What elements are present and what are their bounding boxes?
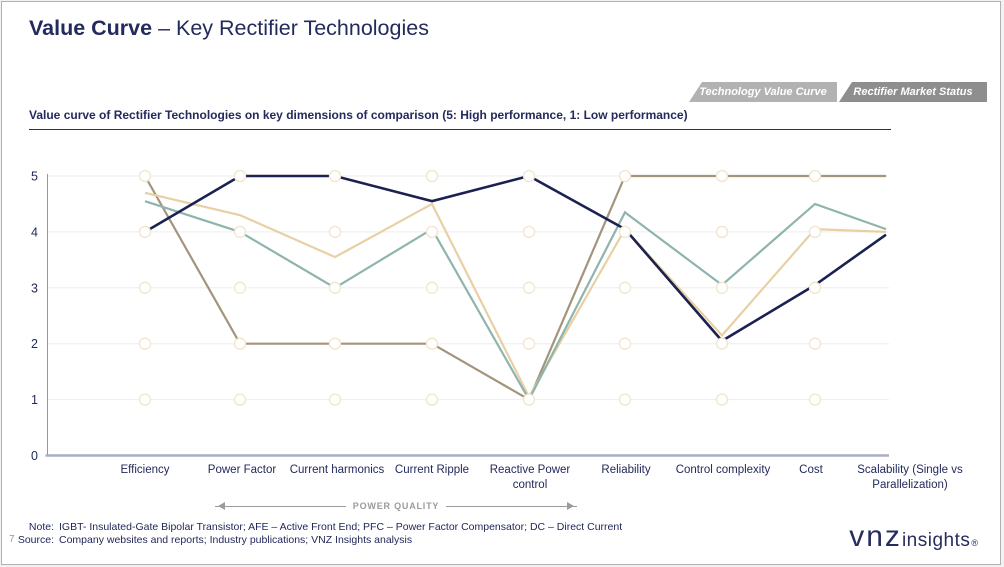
source-label: Source: <box>17 534 54 546</box>
vnz-insights-logo: vnz insights ® <box>849 522 978 552</box>
grid-marker-circle <box>618 169 632 183</box>
grid-marker-circle <box>808 281 822 294</box>
grid-marker-circle <box>715 225 729 239</box>
grid-marker-circle <box>522 337 536 350</box>
page-title: Value Curve – Key Rectifier Technologies <box>29 16 429 41</box>
grid-marker-circle <box>425 393 439 406</box>
page-title-bold: Value Curve <box>29 16 153 40</box>
grid-marker-circle <box>233 337 247 350</box>
category-label: Efficiency <box>120 464 170 476</box>
grid-marker-circle <box>522 393 536 406</box>
grid-marker-circle <box>425 281 439 294</box>
power-quality-label: POWER QUALITY <box>352 501 440 511</box>
grid-marker-circle <box>233 169 247 183</box>
grid-marker-circle <box>138 281 152 294</box>
note-text: IGBT- Insulated-Gate Bipolar Transistor;… <box>59 521 623 533</box>
grid-marker-circle <box>618 281 632 294</box>
category-label: Current harmonics <box>289 464 385 476</box>
grid-marker-circle <box>618 393 632 406</box>
page-title-rest: – Key Rectifier Technologies <box>152 16 429 40</box>
power-quality-right-arrow-icon <box>446 501 577 510</box>
tab-technology-value-curve[interactable]: Technology Value Curve <box>689 82 837 102</box>
category-label: Reliability <box>601 464 651 476</box>
category-label: Reactive Power control <box>489 464 571 491</box>
grid-marker-circle <box>328 169 342 183</box>
y-tick-label: 0 <box>31 449 38 463</box>
source-row: Source: Company websites and reports; In… <box>2 534 702 547</box>
grid-marker-circle <box>328 225 342 239</box>
y-tick-label: 4 <box>31 225 38 239</box>
grid-marker-circle <box>522 281 536 294</box>
series-line-navy-series <box>144 174 887 343</box>
note-row: Note: IGBT- Insulated-Gate Bipolar Trans… <box>2 521 702 534</box>
category-label: Control complexity <box>675 464 771 476</box>
power-quality-annotation: POWER QUALITY <box>215 500 577 512</box>
y-tick-label: 5 <box>31 170 38 184</box>
grid-marker-circle <box>808 337 822 350</box>
grid-marker-circle <box>328 393 342 406</box>
grid-marker-circle <box>233 225 247 239</box>
logo-sub-text: insights <box>901 530 971 551</box>
power-quality-left-arrow-icon <box>215 501 346 510</box>
tab-rectifier-market-status[interactable]: Rectifier Market Status <box>839 82 987 102</box>
note-label: Note: <box>28 521 54 533</box>
grid-marker-circle <box>138 169 152 183</box>
series-line-beige-series <box>144 191 887 400</box>
grid-marker-circle <box>715 337 729 350</box>
grid-marker-circle <box>618 225 632 239</box>
category-axis-labels: Efficiency Power Factor Current harmonics C… <box>2 463 1000 509</box>
logo-main-text: vnz <box>849 520 902 553</box>
grid-marker-circle <box>715 393 729 406</box>
y-tick-label: 1 <box>31 393 38 407</box>
grid-marker-circle <box>328 281 342 294</box>
grid-marker-circle <box>715 169 729 183</box>
grid-marker-circle <box>138 225 152 239</box>
chart-subtitle: Value curve of Rectifier Technologies on… <box>29 108 891 130</box>
grid-marker-circle <box>618 337 632 350</box>
grid-marker-circle <box>715 281 729 294</box>
source-text: Company websites and reports; Industry p… <box>59 534 413 546</box>
grid-marker-circle <box>808 393 822 406</box>
logo-registered-mark: ® <box>971 538 978 548</box>
page-number: 7 <box>9 534 15 545</box>
grid-marker-circle <box>808 225 822 239</box>
grid-marker-circle <box>328 337 342 350</box>
category-label: Power Factor <box>207 464 277 476</box>
y-tick-label: 3 <box>31 281 38 295</box>
category-label: Cost <box>799 464 823 476</box>
y-tick-label: 2 <box>31 337 38 351</box>
grid-marker-circle <box>522 225 536 239</box>
grid-marker-circle <box>425 337 439 350</box>
grid-marker-circle <box>138 337 152 350</box>
grid-marker-circle <box>808 169 822 183</box>
footnotes: Note: IGBT- Insulated-Gate Bipolar Trans… <box>2 521 702 547</box>
grid-marker-circle <box>522 169 536 183</box>
grid-marker-circle <box>233 393 247 406</box>
grid-marker-circle <box>233 281 247 294</box>
grid-marker-circle <box>425 225 439 239</box>
grid-marker-circle <box>138 393 152 406</box>
category-label: Current Ripple <box>394 464 470 476</box>
grid-marker-circle <box>425 169 439 183</box>
category-label: Scalability (Single vs Parallelization) <box>857 464 963 491</box>
